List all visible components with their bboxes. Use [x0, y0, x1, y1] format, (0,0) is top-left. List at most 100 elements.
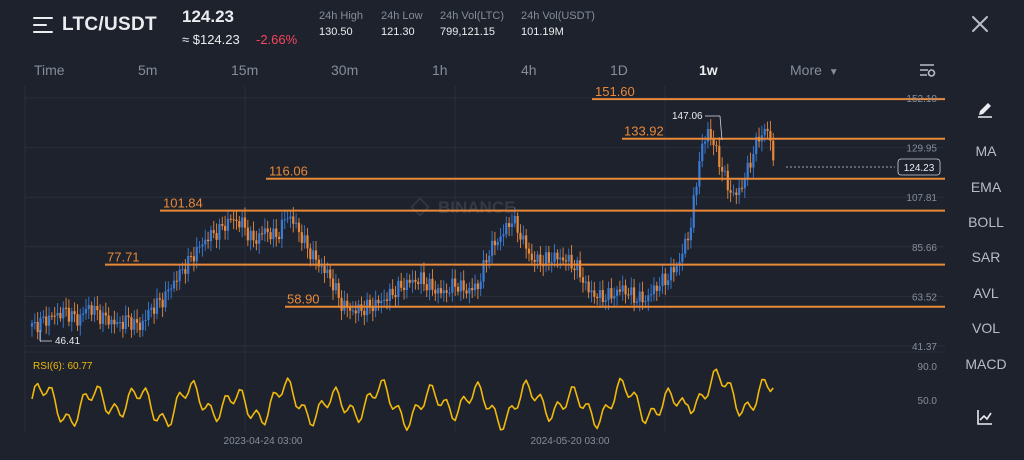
candle — [266, 220, 269, 243]
candle — [96, 296, 99, 321]
candle-body — [70, 311, 73, 322]
trading-pair[interactable]: LTC/USDT — [62, 14, 157, 35]
candle — [277, 231, 281, 244]
draw-tool-icon[interactable] — [976, 100, 994, 118]
candle-body — [175, 280, 178, 282]
candle-body — [411, 279, 414, 283]
candle — [439, 279, 443, 299]
candle-body — [209, 230, 213, 242]
price-axis-tick: 63.52 — [912, 292, 937, 303]
indicator-ma[interactable]: MA — [975, 143, 997, 159]
candle-body — [172, 280, 176, 289]
candle — [150, 303, 153, 318]
candle-body — [519, 232, 522, 240]
candle — [306, 227, 309, 259]
price-chart[interactable]: BINANCE 151.60 133.92 116.06 101.84 77.71 58.… — [0, 0, 945, 460]
indicator-ema[interactable]: EMA — [970, 179, 1002, 195]
tab-5m[interactable]: 5m — [138, 62, 158, 78]
menu-icon[interactable] — [33, 17, 53, 33]
candle — [394, 285, 397, 307]
chart-grid — [24, 86, 945, 432]
candle — [309, 243, 312, 267]
candle-body — [533, 259, 536, 263]
tab-4h[interactable]: 4h — [521, 62, 537, 78]
tab-1w[interactable]: 1w — [699, 62, 718, 78]
candle-body — [300, 232, 303, 243]
price-axis-tick: 41.37 — [912, 342, 937, 353]
candle-body — [428, 278, 431, 291]
tab-15m[interactable]: 15m — [231, 62, 259, 78]
candle — [613, 287, 616, 308]
tab-more-label: More — [790, 62, 822, 78]
candle-body — [351, 310, 355, 312]
candle — [493, 231, 497, 256]
candle-body — [772, 140, 775, 161]
candle-body — [715, 145, 718, 147]
candle-body — [277, 236, 281, 240]
tab-30m[interactable]: 30m — [331, 62, 359, 78]
candle — [363, 300, 366, 326]
indicator-settings-icon[interactable] — [918, 61, 936, 79]
tab-1h[interactable]: 1h — [432, 62, 448, 78]
candle-body — [354, 310, 357, 314]
indicator-vol[interactable]: VOL — [971, 320, 1000, 336]
candle — [468, 282, 471, 304]
candle — [374, 290, 377, 318]
candle — [201, 237, 204, 257]
candle — [630, 277, 633, 305]
tab-time[interactable]: Time — [34, 62, 65, 78]
candle-body — [201, 244, 204, 247]
candle-body — [502, 234, 505, 237]
candle-body — [672, 267, 675, 273]
candle — [553, 243, 556, 268]
candle — [738, 178, 741, 204]
candle — [434, 280, 437, 302]
candle — [402, 277, 406, 300]
indicator-sar[interactable]: SAR — [971, 249, 1001, 265]
candle — [50, 312, 53, 321]
stat-24h-low: 24h Low 121.30 — [381, 10, 423, 38]
candle-body — [96, 305, 99, 311]
tab-1d[interactable]: 1D — [610, 62, 628, 78]
candle-body — [667, 280, 670, 286]
candle — [82, 306, 85, 322]
stat-label: 24h Vol(LTC) — [440, 10, 504, 22]
candle — [87, 296, 90, 320]
indicator-macd[interactable]: MACD — [965, 356, 1007, 372]
candle-body — [527, 248, 531, 254]
indicator-boll[interactable]: BOLL — [968, 214, 1004, 230]
candle-body — [189, 255, 193, 257]
candle-body — [499, 236, 502, 242]
candle-body — [150, 307, 153, 310]
candle-body — [121, 322, 124, 329]
candle-body — [87, 305, 90, 309]
candle-body — [706, 128, 710, 142]
candle — [740, 178, 744, 193]
indicator-avl[interactable]: AVL — [973, 285, 999, 301]
candle — [510, 213, 514, 237]
candle-body — [110, 319, 113, 325]
date-label: 2023-04-24 03:00 — [224, 436, 303, 447]
candle-body — [564, 260, 568, 262]
tab-more[interactable]: More ▼ — [790, 62, 839, 78]
candle-body — [153, 307, 156, 314]
stat-24h-vol-ltc: 24h Vol(LTC) 799,121.15 — [440, 10, 504, 38]
candle — [280, 212, 284, 248]
candle-body — [263, 228, 266, 235]
candle-body — [317, 259, 320, 267]
candle — [323, 255, 326, 283]
candle — [667, 273, 670, 290]
candle-body — [769, 130, 772, 141]
candle-body — [610, 288, 613, 299]
candle — [749, 152, 752, 173]
candle-body — [99, 310, 102, 324]
candle-body — [454, 278, 457, 287]
candle — [258, 228, 261, 254]
candle-body — [289, 216, 292, 219]
level-label: 116.06 — [269, 164, 308, 179]
chart-type-icon[interactable] — [976, 408, 994, 426]
candle — [479, 273, 482, 296]
candle-body — [601, 290, 604, 302]
candle-body — [618, 289, 621, 292]
close-icon[interactable] — [968, 12, 992, 36]
